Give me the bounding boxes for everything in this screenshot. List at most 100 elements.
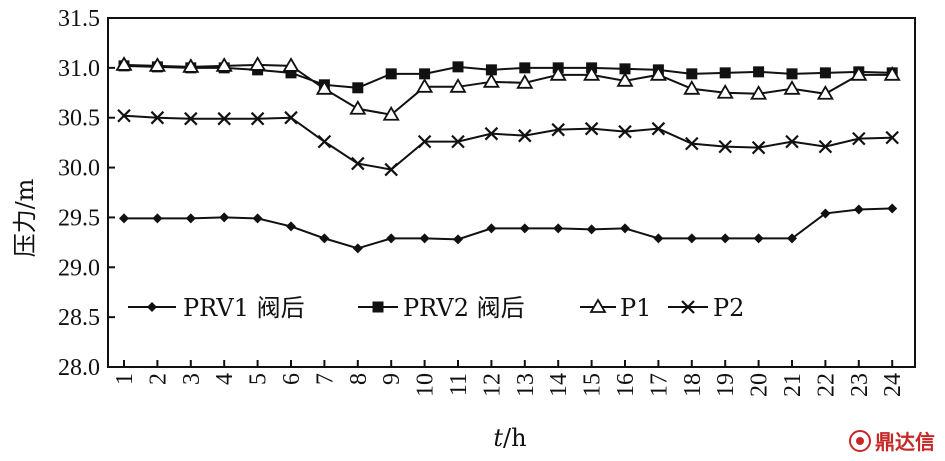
y-tick-label: 28.5 <box>58 305 100 331</box>
triangle-marker <box>683 80 701 95</box>
diamond-marker <box>453 234 463 245</box>
triangle-marker <box>649 66 667 81</box>
x-tick-label: 24 <box>880 373 906 397</box>
x-marker-stroke <box>284 110 298 125</box>
triangle-marker <box>148 57 166 72</box>
x-marker-stroke <box>551 122 565 137</box>
y-tick-label: 28.0 <box>58 355 100 381</box>
legend-item-4: P2 <box>668 294 744 322</box>
x-tick-label: 1 <box>112 373 138 385</box>
square-marker <box>519 62 531 74</box>
x-marker-stroke <box>651 121 666 136</box>
x-marker-stroke <box>584 121 599 136</box>
x-marker-stroke <box>685 136 699 151</box>
diamond-marker <box>620 223 630 234</box>
diamond-marker <box>653 233 664 244</box>
x-marker-stroke <box>618 124 632 139</box>
triangle-marker <box>516 74 534 89</box>
y-tick-label: 31.0 <box>58 56 100 82</box>
x-marker-stroke <box>451 134 465 149</box>
diamond-marker <box>519 223 530 234</box>
axes-frame <box>107 17 916 368</box>
x-marker <box>685 136 699 151</box>
diamond-marker <box>486 223 497 234</box>
x-marker <box>885 130 899 145</box>
triangle-marker <box>416 78 434 93</box>
x-marker-stroke <box>681 300 695 314</box>
y-tick-label: 29.5 <box>58 205 100 231</box>
square-marker <box>686 68 698 80</box>
diamond-marker <box>185 213 196 224</box>
x-marker <box>117 108 131 123</box>
x-marker <box>451 134 465 149</box>
x-tick-label: 19 <box>713 373 739 397</box>
legend: PRV1 阀后 PRV2 阀后 P1 P2 <box>128 294 744 322</box>
x-tick-label: 11 <box>446 373 472 396</box>
x-tick-label: 22 <box>813 373 839 397</box>
x-marker-stroke <box>818 139 833 154</box>
x-marker <box>785 134 799 149</box>
triangle-marker <box>115 56 133 71</box>
watermark-text: 鼎达信 <box>875 430 935 454</box>
x-marker <box>618 124 632 139</box>
watermark-logo-icon <box>849 429 871 452</box>
x-marker-stroke <box>384 162 398 177</box>
x-marker <box>384 162 398 177</box>
diamond-marker <box>720 233 731 244</box>
x-tick-label: 2 <box>145 373 171 385</box>
series-group <box>115 56 901 254</box>
x-tick-label: 8 <box>346 373 372 385</box>
diamond-marker <box>753 233 764 244</box>
triangle-marker <box>850 66 868 81</box>
x-marker <box>584 121 599 136</box>
triangle-marker <box>215 57 233 72</box>
x-tick-label: 15 <box>580 373 606 397</box>
x-tick-label: 16 <box>613 373 639 397</box>
x-axis-title-var: t <box>493 424 503 452</box>
square-marker <box>419 68 431 80</box>
x-marker-stroke <box>718 139 732 154</box>
x-marker-stroke <box>317 134 332 149</box>
triangle-marker <box>883 66 901 81</box>
x-marker <box>751 140 766 155</box>
square-marker <box>285 67 297 79</box>
x-marker-stroke <box>518 128 532 143</box>
square-marker <box>619 63 631 75</box>
triangle-marker <box>282 57 300 72</box>
diamond-marker <box>252 213 263 224</box>
triangle-marker <box>249 56 267 71</box>
diamond-marker <box>286 221 296 232</box>
x-marker <box>351 156 365 171</box>
x-marker-stroke <box>484 126 499 141</box>
watermark: 鼎达信 <box>849 426 935 455</box>
x-axis-title: t/h <box>493 424 526 452</box>
diamond-marker <box>853 204 864 215</box>
x-marker <box>718 139 732 154</box>
y-tick-label: 31.5 <box>58 6 100 32</box>
x-tick-label: 23 <box>847 373 873 397</box>
x-marker <box>651 121 666 136</box>
series-line <box>123 63 893 116</box>
x-marker <box>284 110 298 125</box>
x-tick-label: 3 <box>179 373 205 385</box>
x-marker-stroke <box>217 111 231 126</box>
x-marker <box>551 122 565 137</box>
x-tick-label: 9 <box>379 373 405 385</box>
diamond-marker <box>887 203 898 214</box>
x-tick-label: 4 <box>212 373 238 385</box>
triangle-marker <box>449 78 467 93</box>
x-marker <box>681 300 695 314</box>
y-tick-label: 30.0 <box>58 156 100 182</box>
triangle-marker <box>783 80 801 95</box>
x-tick-label: 21 <box>780 373 806 397</box>
x-marker-stroke <box>117 108 131 123</box>
triangle-marker <box>589 298 607 313</box>
square-marker <box>819 67 831 79</box>
series-line <box>124 207 893 250</box>
x-marker-stroke <box>351 156 365 171</box>
diamond-marker <box>352 243 363 254</box>
x-marker <box>317 134 332 149</box>
square-marker <box>786 68 798 80</box>
legend-item-2: PRV2 阀后 <box>358 294 525 322</box>
x-tick-label: 6 <box>279 373 305 385</box>
